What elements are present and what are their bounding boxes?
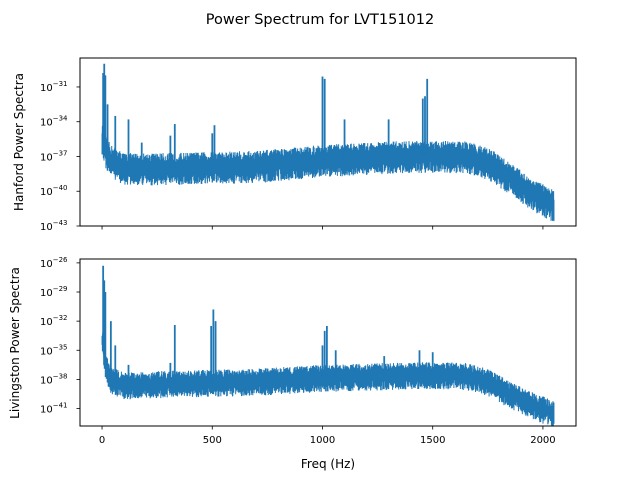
y-tick-label: 10−40 [40,184,68,198]
y-tick-label: 10−38 [40,372,68,386]
y-tick-label: 10−26 [40,256,68,270]
figure-title: Power Spectrum for LVT151012 [206,12,434,28]
x-axis-label: Freq (Hz) [301,457,355,471]
y-tick-label: 10−35 [40,343,68,357]
hanford-x-ticks [101,226,544,230]
livingston-axes-frame [79,258,577,427]
hanford-y-ticks: 10−31 10−34 10−37 10−40 10−43 [40,80,80,233]
y-tick-label: 10−41 [40,402,68,416]
y-tick-label: 10−37 [40,149,68,163]
hanford-spectrum-series [101,63,555,222]
livingston-y-axis-label: Livingston Power Spectra [8,267,22,419]
livingston-y-ticks: 10−26 10−29 10−32 10−35 10−38 10−41 [40,256,80,416]
spectrum-line [101,332,555,426]
x-tick-label: 1500 [420,435,445,446]
livingston-subplot: 0 500 1000 1500 2000 10−2610−2910−3210−3510−… [8,256,577,471]
hanford-subplot: 10−31 10−34 10−37 10−40 10−43 Hanford Power … [12,57,577,233]
x-tick-label: 2000 [530,435,555,446]
y-tick-label: 10−43 [40,219,68,233]
y-tick-label: 10−31 [40,80,68,94]
livingston-spectrum-series [101,265,555,426]
spectrum-line [101,125,555,222]
x-tick-label: 500 [203,435,222,446]
hanford-y-axis-label: Hanford Power Spectra [12,73,26,211]
y-tick-label: 10−29 [40,285,68,299]
y-tick-label: 10−32 [40,314,68,328]
x-tick-label: 1000 [310,435,335,446]
livingston-x-ticks: 0 500 1000 1500 2000 [99,426,556,446]
y-tick-label: 10−34 [40,115,68,129]
x-tick-label: 0 [99,435,105,446]
hanford-axes-frame [79,57,577,227]
